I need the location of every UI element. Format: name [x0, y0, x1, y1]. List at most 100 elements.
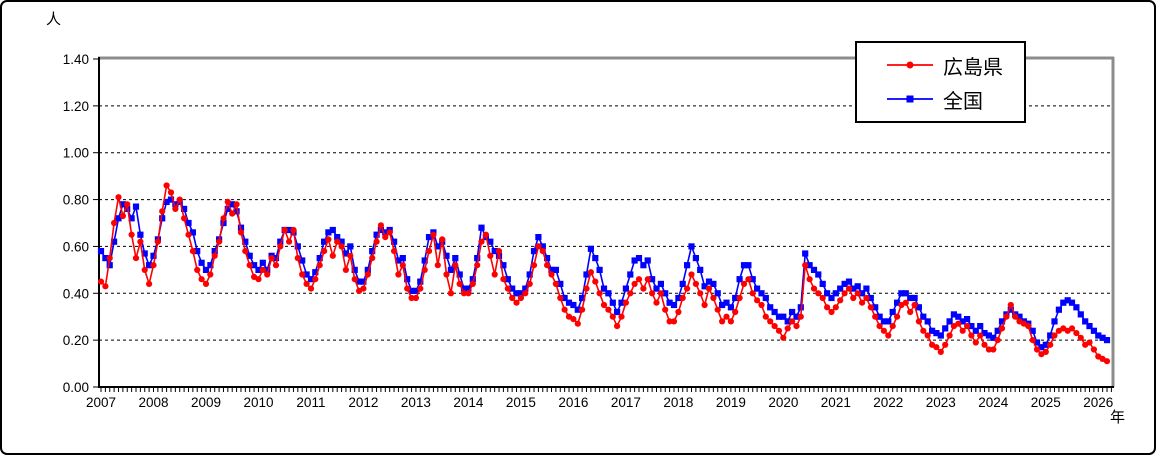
data-point-zenkoku [758, 290, 765, 297]
data-point-zenkoku [679, 280, 686, 287]
data-point-zenkoku [701, 283, 708, 290]
data-point-hiroshima [303, 280, 310, 287]
data-point-hiroshima [334, 238, 341, 245]
data-point-hiroshima [517, 294, 525, 302]
x-tick-label: 2016 [558, 395, 588, 410]
data-point-zenkoku [924, 318, 931, 325]
data-point-hiroshima [920, 327, 927, 334]
data-point-hiroshima [469, 280, 476, 287]
data-point-hiroshima [981, 341, 988, 348]
data-point-zenkoku [732, 294, 739, 302]
data-point-zenkoku [530, 248, 538, 255]
data-point-hiroshima [395, 271, 402, 278]
data-point-hiroshima [780, 334, 787, 341]
data-point-zenkoku [465, 285, 472, 292]
data-point-hiroshima [216, 238, 223, 245]
data-point-hiroshima [198, 276, 205, 283]
data-point-hiroshima [452, 262, 459, 269]
y-tick-label: 0.00 [63, 380, 89, 395]
data-point-hiroshima [793, 323, 800, 330]
data-point-hiroshima [237, 229, 245, 236]
data-point-zenkoku [211, 248, 218, 255]
data-point-zenkoku [522, 285, 529, 292]
data-point-hiroshima [596, 290, 603, 297]
data-point-hiroshima [465, 290, 472, 297]
data-point-zenkoku [185, 219, 192, 227]
data-point-hiroshima [115, 194, 122, 201]
x-tick-label: 2024 [978, 395, 1009, 410]
data-point-hiroshima [701, 301, 708, 309]
data-point-hiroshima [1086, 339, 1093, 346]
data-point-hiroshima [347, 252, 354, 259]
data-point-hiroshima [618, 313, 625, 320]
data-point-zenkoku [662, 290, 669, 297]
data-point-hiroshima [907, 308, 914, 316]
x-tick-label: 2017 [611, 395, 641, 410]
data-point-hiroshima [246, 262, 253, 269]
data-point-zenkoku [373, 231, 380, 238]
data-point-zenkoku [1007, 306, 1014, 313]
data-point-hiroshima [880, 327, 888, 334]
data-point-hiroshima [439, 236, 446, 243]
data-point-hiroshima [522, 290, 529, 297]
data-point-zenkoku [666, 299, 673, 306]
data-point-zenkoku [898, 290, 905, 297]
data-point-hiroshima [666, 318, 673, 325]
data-point-hiroshima [425, 248, 433, 255]
data-point-zenkoku [307, 276, 315, 283]
data-point-hiroshima [460, 290, 468, 297]
data-point-hiroshima [1047, 341, 1054, 348]
data-point-zenkoku [565, 299, 573, 306]
data-point-zenkoku [832, 290, 839, 297]
x-tick-label: 2018 [663, 395, 693, 410]
legend: 広島県 全国 [855, 41, 1026, 123]
data-point-zenkoku [854, 283, 861, 290]
data-point-hiroshima [885, 332, 892, 339]
data-point-zenkoku [609, 299, 616, 306]
data-point-hiroshima [889, 323, 896, 330]
data-point-hiroshima [482, 231, 489, 238]
data-point-zenkoku [627, 271, 634, 278]
data-point-hiroshima [644, 276, 651, 283]
x-tick-label: 2012 [348, 395, 378, 410]
data-point-zenkoku [762, 294, 769, 302]
data-point-zenkoku [740, 262, 748, 269]
data-point-hiroshima [614, 323, 621, 330]
data-point-zenkoku [391, 238, 398, 245]
data-point-hiroshima [815, 290, 822, 297]
data-point-hiroshima [657, 290, 665, 297]
data-point-zenkoku [517, 290, 524, 297]
data-point-hiroshima [684, 285, 691, 292]
data-point-hiroshima [474, 262, 481, 269]
data-point-hiroshima [990, 346, 997, 353]
data-point-hiroshima [600, 301, 608, 309]
data-point-zenkoku [614, 308, 621, 316]
data-point-hiroshima [377, 222, 384, 229]
data-point-zenkoku [1095, 332, 1102, 339]
x-tick-label: 2007 [86, 395, 116, 410]
data-point-hiroshima [972, 339, 979, 346]
data-point-hiroshima [622, 299, 630, 306]
data-point-hiroshima [775, 327, 783, 334]
data-point-zenkoku [377, 226, 384, 234]
data-point-hiroshima [132, 255, 140, 262]
data-point-zenkoku [819, 280, 826, 287]
data-point-zenkoku [229, 201, 236, 208]
data-point-hiroshima [1073, 330, 1080, 337]
data-point-hiroshima [828, 308, 835, 316]
data-point-hiroshima [364, 271, 371, 278]
data-point-hiroshima [159, 208, 166, 215]
data-point-zenkoku [137, 231, 144, 238]
data-point-zenkoku [1090, 327, 1097, 334]
data-point-hiroshima [325, 236, 332, 243]
data-point-zenkoku [207, 262, 214, 269]
data-point-zenkoku [600, 285, 608, 292]
data-point-zenkoku [990, 334, 997, 341]
data-point-hiroshima [290, 226, 297, 234]
data-point-zenkoku [1042, 341, 1049, 348]
data-point-zenkoku [771, 308, 778, 316]
data-point-hiroshima [1029, 337, 1036, 344]
data-point-hiroshima [229, 210, 236, 217]
data-point-hiroshima [627, 290, 634, 297]
